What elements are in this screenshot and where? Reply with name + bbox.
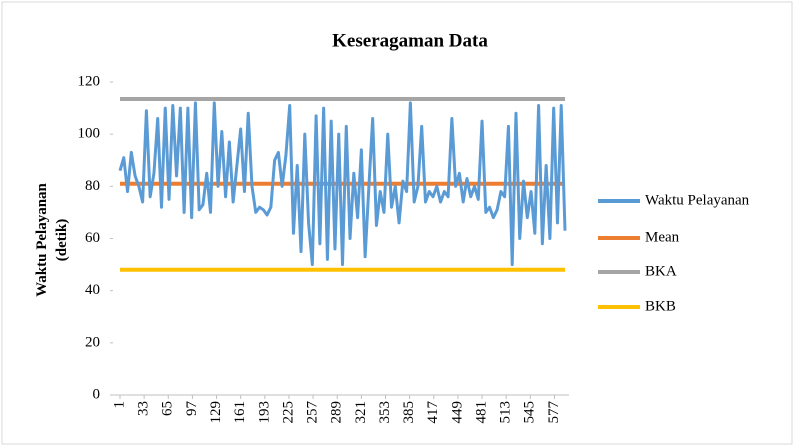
legend-label: Mean	[645, 229, 680, 245]
y-axis-label: Waktu Pelayanan (detik)	[34, 182, 70, 296]
y-tick-label: 40	[85, 282, 100, 298]
series-line	[118, 101, 567, 267]
x-tick-label: 577	[546, 401, 562, 424]
x-tick-label: 257	[305, 401, 321, 424]
x-tick-label: 289	[329, 401, 345, 424]
y-axis-label-line: Waktu Pelayanan	[34, 182, 50, 296]
x-tick-label: 417	[425, 401, 441, 424]
y-tick-label: 20	[85, 334, 100, 350]
legend-label: BKA	[645, 263, 677, 279]
y-tick-label: 100	[78, 126, 101, 142]
y-tick-label: 0	[93, 386, 101, 402]
x-tick-label: 513	[498, 401, 514, 424]
x-tick-label: 225	[280, 401, 296, 424]
legend-label: BKB	[645, 298, 676, 314]
x-tick-label: 161	[232, 401, 248, 424]
x-tick-label: 449	[449, 401, 465, 424]
x-tick-label: 97	[184, 401, 200, 417]
y-tick-label: 80	[85, 178, 100, 194]
x-tick-label: 321	[353, 401, 369, 424]
x-tick-label: 481	[473, 401, 489, 424]
x-tick-label: 353	[377, 401, 393, 424]
legend-label: Waktu Pelayanan	[645, 192, 750, 208]
x-tick-label: 65	[160, 401, 176, 416]
y-tick-label: 60	[85, 230, 100, 246]
x-tick-label: 129	[208, 401, 224, 424]
x-tick-label: 1	[111, 401, 127, 409]
y-axis-label-line: (detik)	[54, 219, 70, 262]
chart-title: Keseragaman Data	[332, 30, 488, 51]
x-tick-label: 33	[136, 401, 152, 416]
x-tick-label: 385	[401, 401, 417, 424]
x-tick-label: 545	[522, 401, 538, 424]
y-tick-label: 120	[78, 73, 101, 89]
x-tick-label: 193	[256, 401, 272, 424]
